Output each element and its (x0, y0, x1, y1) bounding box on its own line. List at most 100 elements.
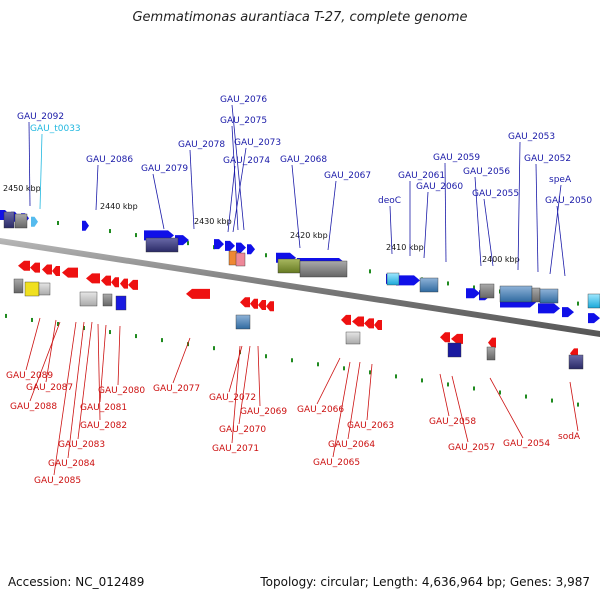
forward-leader-line (517, 141, 521, 271)
reverse-gene-label: GAU_2069 (240, 407, 287, 417)
forward-leader-line (549, 184, 562, 275)
reverse-gene-label: GAU_2081 (80, 403, 127, 413)
forward-gene-label: GAU_2067 (324, 171, 371, 181)
reverse-gene-arrow (352, 316, 364, 327)
reverse-gene-label: GAU_2083 (58, 440, 105, 450)
forward-gene-label: speA (549, 175, 572, 185)
reverse-gene-arrow (258, 299, 266, 310)
reverse-leader-line (316, 357, 341, 405)
scale-label: 2420 kbp (290, 231, 328, 240)
forward-leader-line (556, 205, 566, 277)
reverse-leader-line (257, 345, 261, 407)
reverse-gene-label: GAU_2063 (347, 421, 394, 431)
forward-leader-line (231, 125, 239, 231)
forward-gene-label: GAU_2074 (223, 156, 270, 166)
reverse-gene-label: sodA (558, 432, 581, 442)
reverse-gene-arrow (266, 301, 274, 312)
feature-box (447, 342, 462, 358)
feature-box (531, 287, 541, 303)
reverse-leader-line (228, 345, 243, 393)
forward-leader-line (483, 198, 494, 267)
accession-text: Accession: NC_012489 (8, 575, 145, 589)
forward-gene-arrow (588, 313, 600, 324)
reverse-gene-label: GAU_2065 (313, 458, 360, 468)
reverse-gene-arrow (186, 288, 210, 299)
feature-box (235, 314, 251, 330)
reverse-gene-label: GAU_2080 (98, 386, 145, 396)
genome-backbone (0, 238, 600, 337)
forward-gene-label: GAU_t0033 (30, 124, 81, 134)
reverse-gene-label: GAU_2054 (503, 439, 550, 449)
reverse-gene-label: GAU_2089 (6, 371, 53, 381)
forward-gene-label: GAU_2056 (463, 167, 510, 177)
forward-gene-arrow (236, 242, 246, 253)
reverse-gene-label: GAU_2082 (80, 421, 127, 431)
forward-gene-arrow (225, 240, 235, 251)
reverse-leader-line (569, 381, 579, 432)
forward-gene-arrow (396, 275, 420, 286)
forward-gene-label: GAU_2086 (86, 155, 133, 165)
forward-gene-arrow (466, 288, 480, 299)
reverse-leader-line (99, 324, 107, 403)
reverse-gene-arrow (364, 318, 374, 329)
forward-gene-arrow (175, 235, 189, 246)
reverse-leader-line (117, 325, 121, 386)
scale-label: 2450 kbp (3, 184, 41, 193)
feature-box (479, 283, 495, 299)
reverse-leader-line (25, 317, 41, 371)
reverse-leader-line (366, 363, 373, 421)
reverse-gene-arrow (52, 266, 60, 277)
feature-box (145, 237, 179, 253)
forward-leader-line (535, 163, 539, 273)
feature-box (24, 281, 40, 297)
forward-gene-label: GAU_2055 (472, 189, 519, 199)
forward-leader-line (232, 147, 247, 233)
forward-leader-line (152, 173, 165, 230)
feature-box (499, 285, 533, 303)
reverse-gene-label: GAU_2087 (26, 383, 73, 393)
reverse-gene-arrow (488, 337, 496, 348)
reverse-leader-line (29, 321, 61, 402)
reverse-gene-arrow (440, 332, 450, 343)
feature-box (539, 288, 559, 304)
feature-box (299, 260, 348, 278)
reverse-gene-arrow (30, 262, 40, 273)
reverse-gene-arrow (240, 297, 250, 308)
forward-leader-line (474, 176, 482, 267)
feature-box (102, 293, 113, 307)
trna-arrow (31, 216, 38, 227)
reverse-gene-arrow (374, 319, 382, 330)
reverse-leader-line (347, 361, 361, 440)
reverse-gene-label: GAU_2064 (328, 440, 375, 450)
feature-box (345, 331, 361, 345)
reverse-leader-line (45, 319, 57, 383)
reverse-gene-arrow (128, 279, 138, 290)
forward-gene-label: GAU_2076 (220, 95, 267, 105)
forward-gene-label: GAU_2092 (17, 112, 64, 122)
reverse-gene-label: GAU_2084 (48, 459, 95, 469)
feature-box (79, 291, 98, 307)
reverse-gene-label: GAU_2077 (153, 384, 200, 394)
forward-gene-arrow (247, 244, 255, 255)
feature-box (587, 293, 600, 309)
reverse-gene-arrow (101, 275, 111, 286)
scale-label: 2400 kbp (482, 255, 520, 264)
reverse-leader-line (439, 373, 450, 417)
reverse-gene-arrow (62, 267, 78, 278)
scale-label: 2410 kbp (386, 243, 424, 252)
reverse-gene-label: GAU_2088 (10, 402, 57, 412)
feature-box (277, 258, 301, 274)
feature-box (14, 213, 28, 229)
reverse-gene-label: GAU_2072 (209, 393, 256, 403)
forward-gene-label: GAU_2050 (545, 196, 592, 206)
reverse-leader-line (172, 337, 191, 384)
forward-leader-line (423, 191, 429, 259)
forward-leader-line (39, 133, 43, 210)
forward-gene-arrow (214, 239, 224, 250)
reverse-leader-line (489, 377, 524, 439)
reverse-gene-label: GAU_2085 (34, 476, 81, 486)
reverse-gene-label: GAU_2058 (429, 417, 476, 427)
feature-box (419, 277, 439, 293)
reverse-leader-line (231, 345, 241, 444)
